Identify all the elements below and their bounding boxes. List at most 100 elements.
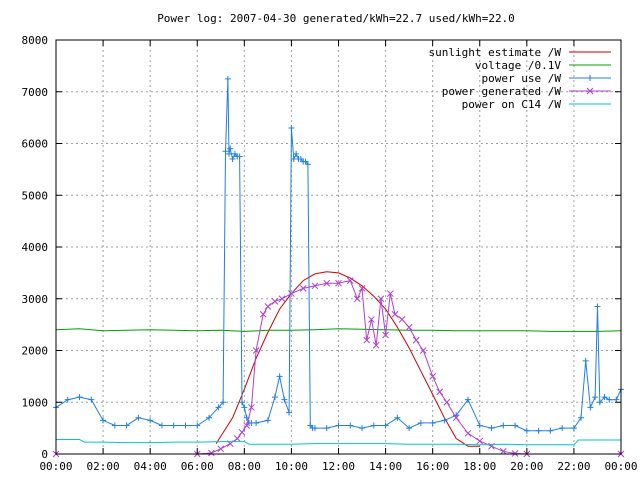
y-tick-label: 6000 bbox=[22, 138, 49, 151]
data-point-power-use-w bbox=[88, 396, 95, 403]
data-point-power-generated-w bbox=[419, 347, 427, 354]
data-point-power-use-w bbox=[406, 425, 413, 432]
data-point-power-use-w bbox=[158, 422, 165, 429]
data-point-power-generated-w bbox=[217, 445, 225, 453]
grid-lines bbox=[56, 40, 621, 454]
series-voltage-0-1v bbox=[55, 328, 622, 332]
data-point-power-generated-w bbox=[248, 404, 255, 411]
data-point-power-use-w bbox=[194, 422, 201, 429]
legend-label-voltage-0-1v: voltage /0.1V bbox=[475, 59, 561, 72]
x-tick-label: 08:00 bbox=[228, 460, 261, 473]
data-point-power-use-w bbox=[547, 427, 554, 434]
x-tick-label: 14:00 bbox=[369, 460, 402, 473]
series-line-power-on-c14-w bbox=[56, 439, 621, 446]
data-point-power-generated-w bbox=[429, 373, 437, 380]
data-point-power-generated-w bbox=[443, 398, 451, 406]
data-point-power-generated-w bbox=[452, 414, 460, 422]
data-point-power-use-w bbox=[500, 422, 507, 429]
data-point-power-use-w bbox=[577, 414, 584, 421]
data-point-power-use-w bbox=[229, 156, 236, 163]
chart-title: Power log: 2007-04-30 generated/kWh=22.7… bbox=[157, 12, 515, 25]
data-point-power-use-w bbox=[288, 124, 295, 131]
legend-marker-power-use-w bbox=[587, 75, 593, 81]
data-point-power-generated-w bbox=[353, 295, 361, 303]
data-point-power-use-w bbox=[359, 425, 366, 432]
data-point-power-use-w bbox=[335, 422, 342, 429]
data-point-power-use-w bbox=[592, 394, 599, 401]
y-tick-label: 3000 bbox=[22, 293, 49, 306]
data-point-power-generated-w bbox=[386, 290, 394, 297]
data-point-power-use-w bbox=[370, 422, 377, 429]
data-point-power-use-w bbox=[281, 396, 288, 403]
data-point-power-use-w bbox=[535, 427, 542, 434]
data-point-power-use-w bbox=[559, 425, 566, 432]
data-point-power-generated-w bbox=[278, 295, 286, 303]
data-point-power-use-w bbox=[582, 357, 589, 364]
data-point-power-generated-w bbox=[311, 282, 319, 290]
legend-label-sunlight-estimate-w: sunlight estimate /W bbox=[429, 46, 562, 59]
data-point-power-generated-w bbox=[436, 388, 444, 396]
data-point-power-generated-w bbox=[412, 336, 420, 344]
data-point-power-use-w bbox=[170, 422, 177, 429]
data-point-power-generated-w bbox=[233, 435, 241, 442]
data-point-power-generated-w bbox=[259, 310, 267, 318]
data-point-power-use-w bbox=[523, 427, 530, 434]
x-tick-label: 00:00 bbox=[39, 460, 72, 473]
data-point-power-generated-w bbox=[346, 277, 354, 284]
data-point-power-generated-w bbox=[391, 310, 399, 318]
data-point-power-generated-w bbox=[363, 336, 371, 344]
data-point-power-use-w bbox=[311, 425, 318, 432]
series-power-on-c14-w bbox=[56, 439, 621, 446]
data-point-power-use-w bbox=[382, 422, 389, 429]
data-point-power-use-w bbox=[111, 422, 118, 429]
data-point-power-use-w bbox=[238, 399, 245, 406]
data-point-power-use-w bbox=[464, 396, 471, 403]
data-point-power-use-w bbox=[215, 404, 222, 411]
series-line-power-generated-w bbox=[56, 280, 621, 455]
data-point-power-generated-w bbox=[499, 448, 507, 455]
data-point-power-generated-w bbox=[299, 285, 307, 292]
data-point-power-use-w bbox=[613, 396, 620, 403]
data-point-power-use-w bbox=[512, 422, 519, 429]
data-point-power-generated-w bbox=[335, 279, 342, 287]
data-point-power-use-w bbox=[76, 394, 83, 401]
data-point-power-use-w bbox=[286, 409, 293, 416]
series-sunlight-estimate-w bbox=[215, 271, 480, 447]
series-line-voltage-0-1v bbox=[55, 328, 622, 332]
x-tick-label: 10:00 bbox=[275, 460, 308, 473]
data-point-power-use-w bbox=[293, 150, 300, 157]
data-point-power-use-w bbox=[429, 419, 436, 426]
data-point-power-use-w bbox=[64, 396, 71, 403]
data-point-power-use-w bbox=[182, 422, 189, 429]
x-tick-label: 18:00 bbox=[463, 460, 496, 473]
data-point-power-use-w bbox=[123, 422, 130, 429]
y-tick-label: 2000 bbox=[22, 345, 49, 358]
data-point-power-generated-w bbox=[405, 323, 413, 331]
data-point-power-generated-w bbox=[464, 429, 472, 437]
y-tick-label: 5000 bbox=[22, 189, 49, 202]
x-tick-label: 02:00 bbox=[87, 460, 120, 473]
data-point-power-generated-w bbox=[368, 316, 375, 323]
data-point-power-generated-w bbox=[238, 428, 246, 436]
series-power-generated-w bbox=[52, 277, 625, 458]
data-point-power-use-w bbox=[276, 373, 283, 380]
series-line-sunlight-estimate-w bbox=[215, 271, 480, 447]
x-tick-label: 22:00 bbox=[557, 460, 590, 473]
data-point-power-generated-w bbox=[264, 303, 272, 310]
y-tick-label: 1000 bbox=[22, 396, 49, 409]
y-tick-label: 7000 bbox=[22, 86, 49, 99]
x-tick-label: 20:00 bbox=[510, 460, 543, 473]
legend-marker-power-generated-w bbox=[586, 87, 594, 95]
data-point-power-generated-w bbox=[377, 295, 385, 303]
data-point-power-generated-w bbox=[208, 449, 215, 457]
data-point-power-generated-w bbox=[271, 297, 279, 305]
data-point-power-use-w bbox=[226, 150, 233, 157]
data-point-power-use-w bbox=[220, 399, 227, 406]
y-tick-label: 8000 bbox=[22, 34, 49, 47]
data-point-power-use-w bbox=[394, 414, 401, 421]
data-point-power-use-w bbox=[100, 417, 107, 424]
data-point-power-use-w bbox=[304, 161, 311, 168]
